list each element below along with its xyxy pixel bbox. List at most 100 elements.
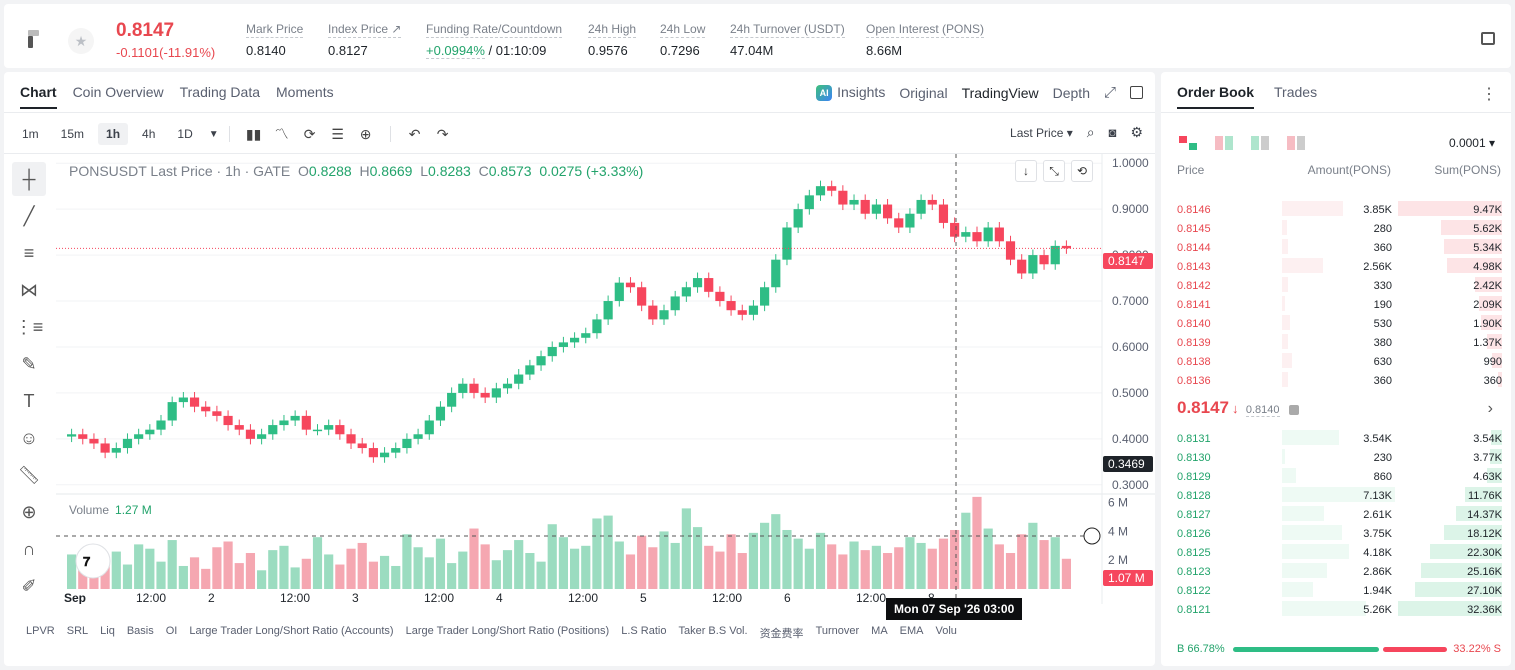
book-icon[interactable] [1481, 32, 1495, 45]
layout-split-icon[interactable] [1215, 136, 1233, 150]
interval-1h[interactable]: 1h [98, 123, 129, 145]
collapse-icon[interactable]: ⤡ [1043, 160, 1065, 182]
mid-price-row[interactable]: 0.8147 ↓ 0.8140 › [1177, 398, 1493, 417]
fullscreen-icon[interactable] [1130, 86, 1143, 100]
bid-row[interactable]: 0.8123 2.86K 25.16K [1177, 562, 1502, 581]
chart-tab-chart[interactable]: Chart [20, 84, 57, 109]
text-tool-icon[interactable]: T [23, 390, 35, 411]
compare-icon[interactable]: ⟳ [303, 125, 316, 142]
crosshair-icon[interactable]: ┼ [12, 162, 46, 196]
orderbook-tab-order-book[interactable]: Order Book [1177, 84, 1255, 109]
ask-row[interactable]: 0.8144 360 5.34K [1177, 238, 1502, 257]
bid-row[interactable]: 0.8122 1.94K 27.10K [1177, 581, 1502, 600]
precision-select[interactable]: 0.0001 ▾ [1448, 136, 1495, 150]
volume-bar [312, 537, 323, 589]
indicator-tab[interactable]: Large Trader Long/Short Ratio (Accounts) [189, 625, 394, 637]
volume-bar [134, 544, 144, 589]
tradingview-tab[interactable]: TradingView [961, 84, 1039, 101]
price-type-select[interactable]: Last Price ▾ [1010, 125, 1073, 140]
interval-1D[interactable]: 1D [177, 127, 193, 141]
favorite-star-icon[interactable]: ★ [68, 28, 94, 54]
bid-row[interactable]: 0.8121 5.26K 32.36K [1177, 600, 1502, 619]
ask-row[interactable]: 0.8139 380 1.37K [1177, 333, 1502, 352]
ask-row[interactable]: 0.8140 530 1.90K [1177, 314, 1502, 333]
undo-icon[interactable]: ↶ [408, 125, 421, 142]
indicator-tab[interactable]: OI [165, 625, 178, 637]
indicator-tab[interactable]: Turnover [815, 625, 860, 637]
chart-tab-moments[interactable]: Moments [276, 84, 334, 100]
bid-row[interactable]: 0.8131 3.54K 3.54K [1177, 429, 1502, 448]
interval-4h[interactable]: 4h [142, 127, 156, 141]
ruler-icon[interactable]: 📏︎ [17, 464, 41, 485]
emoji-icon[interactable]: ☺ [19, 427, 39, 448]
settings-gear-icon[interactable]: ⚙ [1130, 124, 1143, 140]
bid-row[interactable]: 0.8126 3.75K 18.12K [1177, 524, 1502, 543]
expand-icon[interactable]: ⤢ [1103, 84, 1116, 102]
indicator-tab[interactable]: LPVR [26, 625, 55, 637]
indicator-tab[interactable]: 资金费率 [759, 628, 804, 640]
indicator-tab[interactable]: Liq [100, 625, 115, 637]
volume-bar [290, 567, 300, 589]
pencil-lock-icon[interactable]: ✐ [21, 575, 37, 596]
volume-bar [760, 522, 770, 589]
bid-row[interactable]: 0.8130 230 3.77K [1177, 448, 1502, 467]
layout-asks-icon[interactable] [1287, 136, 1305, 150]
magnet-icon[interactable]: ∩ [22, 538, 36, 559]
orderbook-tab-trades[interactable]: Trades [1274, 84, 1318, 100]
indicator-tab[interactable]: SRL [66, 625, 89, 637]
chart-tab-trading-data[interactable]: Trading Data [179, 84, 261, 100]
layout-bids-icon[interactable] [1251, 136, 1269, 150]
trendline-icon[interactable]: ╱ [23, 205, 35, 226]
indicator-tab[interactable]: Basis [126, 625, 154, 637]
search-icon[interactable]: ⌕ [1086, 124, 1095, 140]
layout-both-icon[interactable] [1179, 136, 1197, 150]
more-menu-icon[interactable]: ⋮ [1481, 86, 1497, 103]
ask-row[interactable]: 0.8141 190 2.09K [1177, 295, 1502, 314]
candlestick-chart[interactable]: 1.00000.90000.80000.70000.60000.50000.40… [56, 154, 1155, 604]
indicator-tab[interactable]: MA [871, 625, 888, 637]
candle-body [737, 310, 747, 315]
ask-row[interactable]: 0.8136 360 360 [1177, 371, 1502, 390]
add-alert-icon[interactable]: ⊕ [359, 125, 372, 142]
depth-tab[interactable]: Depth [1052, 84, 1090, 101]
bid-row[interactable]: 0.8125 4.18K 22.30K [1177, 543, 1502, 562]
interval-15m[interactable]: 15m [60, 127, 85, 141]
volume-bar [301, 558, 311, 589]
ask-row[interactable]: 0.8146 3.85K 9.47K [1177, 200, 1502, 219]
volume-bar [871, 545, 881, 589]
original-tab[interactable]: Original [899, 84, 948, 101]
ask-row[interactable]: 0.8138 630 990 [1177, 352, 1502, 371]
bid-row[interactable]: 0.8129 860 4.63K [1177, 467, 1502, 486]
chart-tab-coin-overview[interactable]: Coin Overview [72, 84, 164, 100]
volume-bar [435, 538, 446, 589]
interval-dropdown-icon[interactable]: ▼ [208, 128, 219, 140]
ask-row[interactable]: 0.8143 2.56K 4.98K [1177, 257, 1502, 276]
interval-1m[interactable]: 1m [22, 127, 39, 141]
ask-row[interactable]: 0.8145 280 5.62K [1177, 219, 1502, 238]
indicator-tab[interactable]: Large Trader Long/Short Ratio (Positions… [405, 625, 610, 637]
indicator-tab[interactable]: Volu [935, 625, 957, 637]
stat-value: 8.66M [866, 43, 903, 58]
indicator-tab[interactable]: Taker B.S Vol. [678, 625, 748, 637]
insights-tab[interactable]: AI Insights [816, 84, 885, 102]
horizontal-lines-icon[interactable]: ≡ [23, 242, 35, 263]
sync-icon[interactable]: ⟲ [1071, 160, 1093, 182]
indicators-icon[interactable]: 〽 [274, 126, 289, 142]
fib-retracement-icon[interactable]: ⋮≡ [14, 316, 44, 337]
templates-icon[interactable]: ☰ [331, 125, 344, 142]
redo-icon[interactable]: ↷ [436, 125, 449, 142]
bid-row[interactable]: 0.8128 7.13K 11.76K [1177, 486, 1502, 505]
candle-type-icon[interactable]: ▮▮ [245, 125, 262, 142]
pattern-icon[interactable]: ⋈ [20, 279, 38, 300]
candle-body [637, 287, 647, 306]
ob-amount: 2.61K [1363, 509, 1392, 521]
brush-icon[interactable]: ✎ [21, 353, 37, 374]
ob-sum: 2.09K [1473, 299, 1502, 311]
ask-row[interactable]: 0.8142 330 2.42K [1177, 276, 1502, 295]
bid-row[interactable]: 0.8127 2.61K 14.37K [1177, 505, 1502, 524]
scroll-down-icon[interactable]: ↓ [1015, 160, 1037, 182]
zoom-in-icon[interactable]: ⊕ [21, 501, 37, 522]
indicator-tab[interactable]: EMA [899, 625, 924, 637]
indicator-tab[interactable]: L.S Ratio [621, 625, 667, 637]
camera-icon[interactable]: ◙ [1108, 125, 1117, 140]
